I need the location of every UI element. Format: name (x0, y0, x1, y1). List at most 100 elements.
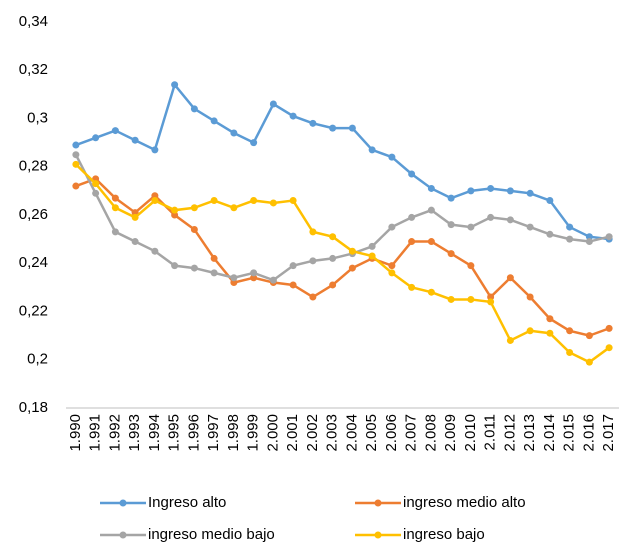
legend-label: ingreso medio bajo (148, 526, 275, 543)
x-tick-label: 2.011 (482, 414, 499, 450)
point (447, 295, 455, 303)
point (72, 160, 80, 168)
x-tick-label: 2.003 (324, 414, 341, 452)
point (250, 139, 258, 147)
x-tick-label: 1.990 (67, 414, 84, 452)
point (92, 180, 100, 188)
point (427, 238, 435, 246)
point (506, 216, 514, 224)
point (526, 293, 534, 301)
point (487, 298, 495, 306)
point (506, 274, 514, 282)
series-line (75, 163, 610, 364)
point (151, 192, 159, 200)
point (210, 269, 218, 277)
series-line (75, 82, 610, 241)
legend-marker (374, 499, 382, 507)
point (250, 197, 258, 205)
point (230, 204, 238, 212)
point (111, 194, 119, 202)
point (546, 230, 554, 238)
point (111, 127, 119, 135)
point (210, 117, 218, 125)
point (131, 136, 139, 144)
point (585, 332, 593, 340)
point (487, 293, 495, 301)
point (566, 327, 574, 335)
point (566, 223, 574, 231)
point (585, 358, 593, 366)
point (388, 262, 396, 270)
y-tick-label: 0,24 (19, 254, 48, 271)
x-tick-label: 2.016 (580, 414, 597, 452)
y-tick-label: 0,32 (19, 61, 48, 78)
point (506, 187, 514, 195)
point (190, 225, 198, 233)
point (605, 344, 613, 352)
point (447, 250, 455, 258)
legend-label: Ingreso alto (148, 494, 226, 511)
point (269, 276, 277, 284)
point (447, 221, 455, 229)
y-tick-label: 0,22 (19, 302, 48, 319)
point (605, 324, 613, 332)
point (210, 197, 218, 205)
point (230, 279, 238, 287)
y-tick-label: 0,26 (19, 206, 48, 223)
point (171, 211, 179, 219)
x-tick-label: 1.995 (166, 414, 183, 452)
point (467, 295, 475, 303)
series-line (74, 154, 610, 282)
point (309, 293, 317, 301)
x-tick-label: 1.998 (225, 414, 242, 452)
point (348, 247, 356, 255)
legend-label: ingreso bajo (403, 526, 485, 543)
point (289, 262, 297, 270)
point (309, 228, 317, 236)
x-tick-label: 2.006 (383, 414, 400, 452)
point (131, 213, 139, 221)
point (289, 281, 297, 289)
y-tick-label: 0,28 (19, 158, 48, 175)
x-tick-label: 1.991 (87, 414, 104, 452)
point (171, 81, 179, 89)
point (171, 206, 179, 214)
x-tick-label: 2.010 (462, 414, 479, 452)
x-tick-label: 1.997 (205, 414, 222, 452)
point (92, 134, 100, 142)
point (289, 112, 297, 120)
point (585, 233, 593, 241)
point (487, 213, 495, 221)
point (348, 264, 356, 272)
point (427, 206, 435, 214)
x-tick-label: 2.013 (521, 414, 538, 452)
point (546, 197, 554, 205)
point (210, 254, 218, 262)
point (72, 141, 80, 149)
x-tick-label: 1.992 (106, 414, 123, 452)
point (388, 153, 396, 161)
y-tick-label: 0,18 (19, 399, 48, 416)
point (427, 288, 435, 296)
point (131, 238, 139, 246)
x-tick-label: 2.017 (600, 414, 617, 452)
point (408, 283, 416, 291)
x-tick-label: 2.000 (264, 414, 281, 452)
x-tick-label: 2.012 (501, 414, 518, 452)
point (526, 189, 534, 197)
point (72, 151, 80, 159)
point (526, 327, 534, 335)
point (190, 105, 198, 113)
point (467, 262, 475, 270)
x-tick-label: 2.008 (422, 414, 439, 452)
x-tick-label: 2.001 (284, 414, 301, 452)
x-tick-label: 1.993 (126, 414, 143, 452)
legend-label: ingreso medio alto (403, 494, 526, 511)
point (566, 349, 574, 357)
point (230, 274, 238, 282)
point (329, 233, 337, 241)
point (329, 124, 337, 132)
point (408, 238, 416, 246)
point (269, 100, 277, 108)
